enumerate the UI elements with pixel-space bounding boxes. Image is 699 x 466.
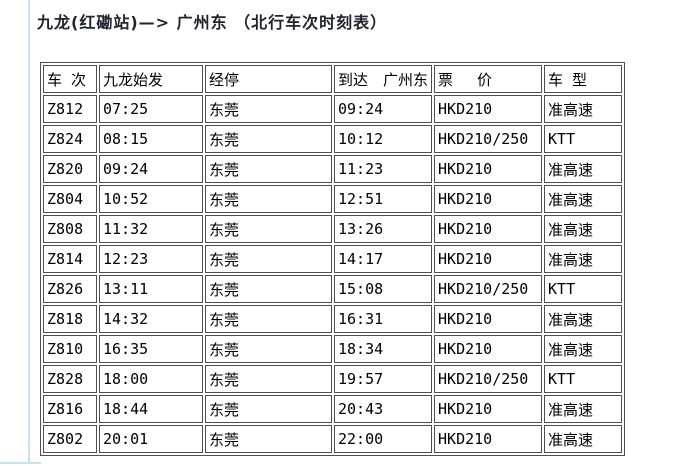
table-cell: 东莞 — [205, 215, 332, 243]
table-row: Z828 18:00 东莞 19:57 HKD210/250 KTT — [43, 365, 623, 393]
table-cell: HKD210 — [434, 335, 543, 363]
table-cell: 准高速 — [544, 215, 623, 243]
page-title: 九龙(红磡站)—> 广州东 （北行车次时刻表） — [37, 13, 388, 32]
page-bottom-border-line — [0, 462, 41, 464]
table-cell: 16:31 — [334, 305, 433, 333]
table-row: Z818 14:32 东莞 16:31 HKD210 准高速 — [43, 305, 623, 333]
table-cell: 12:23 — [99, 245, 203, 273]
header-cell: 经停 — [205, 65, 332, 93]
table-cell: 09:24 — [334, 95, 433, 123]
table-cell: 东莞 — [205, 125, 332, 153]
table-row: Z812 07:25 东莞 09:24 HKD210 准高速 — [43, 95, 623, 123]
table-cell: 准高速 — [544, 95, 623, 123]
train-timetable: 车 次九龙始发 经停 到达 广州东票 价车 型 Z812 07:25 东莞 09:24 HK… — [40, 62, 626, 456]
table-cell: HKD210/250 — [434, 125, 543, 153]
table-cell: HKD210 — [434, 425, 543, 453]
table-cell: 14:17 — [334, 245, 433, 273]
table-cell: 15:08 — [334, 275, 433, 303]
table-cell: 准高速 — [544, 245, 623, 273]
header-cell: 车 次 — [43, 65, 97, 93]
table-cell: Z802 — [43, 425, 97, 453]
table-row: Z820 09:24 东莞 11:23 HKD210 准高速 — [43, 155, 623, 183]
table-cell: Z826 — [43, 275, 97, 303]
table-cell: 东莞 — [205, 335, 332, 363]
header-cell: 到达 广州东 — [334, 65, 433, 93]
header-cell: 车 型 — [544, 65, 623, 93]
table-cell: KTT — [544, 275, 623, 303]
table-cell: HKD210 — [434, 395, 543, 423]
table-cell: Z810 — [43, 335, 97, 363]
table-cell: 东莞 — [205, 305, 332, 333]
table-cell: 准高速 — [544, 155, 623, 183]
table-cell: HKD210 — [434, 95, 543, 123]
header-cell: 票 价 — [434, 65, 543, 93]
table-cell: 11:23 — [334, 155, 433, 183]
table-cell: 东莞 — [205, 185, 332, 213]
table-cell: 08:15 — [99, 125, 203, 153]
table-cell: Z814 — [43, 245, 97, 273]
table-cell: KTT — [544, 365, 623, 393]
table-cell: Z812 — [43, 95, 97, 123]
table-cell: Z824 — [43, 125, 97, 153]
table-cell: 10:52 — [99, 185, 203, 213]
table-cell: 16:35 — [99, 335, 203, 363]
table-cell: Z816 — [43, 395, 97, 423]
table-cell: 东莞 — [205, 395, 332, 423]
table-cell: 东莞 — [205, 275, 332, 303]
table-cell: 07:25 — [99, 95, 203, 123]
table-cell: HKD210/250 — [434, 275, 543, 303]
table-cell: 东莞 — [205, 365, 332, 393]
table-cell: 14:32 — [99, 305, 203, 333]
table-cell: 13:26 — [334, 215, 433, 243]
table-row: Z824 08:15 东莞 10:12 HKD210/250 KTT — [43, 125, 623, 153]
table-row: Z802 20:01 东莞 22:00 HKD210 准高速 — [43, 425, 623, 453]
table-cell: 东莞 — [205, 245, 332, 273]
table-cell: 11:32 — [99, 215, 203, 243]
table-cell: HKD210 — [434, 215, 543, 243]
table-cell: 准高速 — [544, 185, 623, 213]
table-row: Z816 18:44 东莞 20:43 HKD210 准高速 — [43, 395, 623, 423]
table-cell: KTT — [544, 125, 623, 153]
table-row: Z808 11:32 东莞 13:26 HKD210 准高速 — [43, 215, 623, 243]
table-cell: 准高速 — [544, 335, 623, 363]
table-cell: 10:12 — [334, 125, 433, 153]
table-cell: 18:34 — [334, 335, 433, 363]
table-row: Z810 16:35 东莞 18:34 HKD210 准高速 — [43, 335, 623, 363]
table-row: Z804 10:52 东莞 12:51 HKD210 准高速 — [43, 185, 623, 213]
table-header-row: 车 次九龙始发 经停 到达 广州东票 价车 型 — [43, 65, 623, 93]
table-cell: 准高速 — [544, 425, 623, 453]
table-cell: 09:24 — [99, 155, 203, 183]
table-cell: 13:11 — [99, 275, 203, 303]
table-cell: 20:01 — [99, 425, 203, 453]
table-cell: 准高速 — [544, 395, 623, 423]
table-cell: HKD210 — [434, 155, 543, 183]
table-cell: Z808 — [43, 215, 97, 243]
table-cell: HKD210 — [434, 185, 543, 213]
table-row: Z814 12:23 东莞 14:17 HKD210 准高速 — [43, 245, 623, 273]
table-cell: 18:44 — [99, 395, 203, 423]
table-cell: HKD210 — [434, 305, 543, 333]
table-cell: Z820 — [43, 155, 97, 183]
page-left-border-line — [28, 0, 30, 463]
table-cell: 22:00 — [334, 425, 433, 453]
table-cell: HKD210 — [434, 245, 543, 273]
table-row: Z826 13:11 东莞 15:08 HKD210/250 KTT — [43, 275, 623, 303]
table-cell: 准高速 — [544, 305, 623, 333]
table-cell: 东莞 — [205, 425, 332, 453]
header-cell: 九龙始发 — [99, 65, 203, 93]
table-cell: 12:51 — [334, 185, 433, 213]
table-cell: 19:57 — [334, 365, 433, 393]
table-cell: Z828 — [43, 365, 97, 393]
table-cell: 东莞 — [205, 155, 332, 183]
table-cell: HKD210/250 — [434, 365, 543, 393]
table-cell: Z804 — [43, 185, 97, 213]
table-cell: 20:43 — [334, 395, 433, 423]
table-cell: 18:00 — [99, 365, 203, 393]
table-cell: 东莞 — [205, 95, 332, 123]
table-cell: Z818 — [43, 305, 97, 333]
